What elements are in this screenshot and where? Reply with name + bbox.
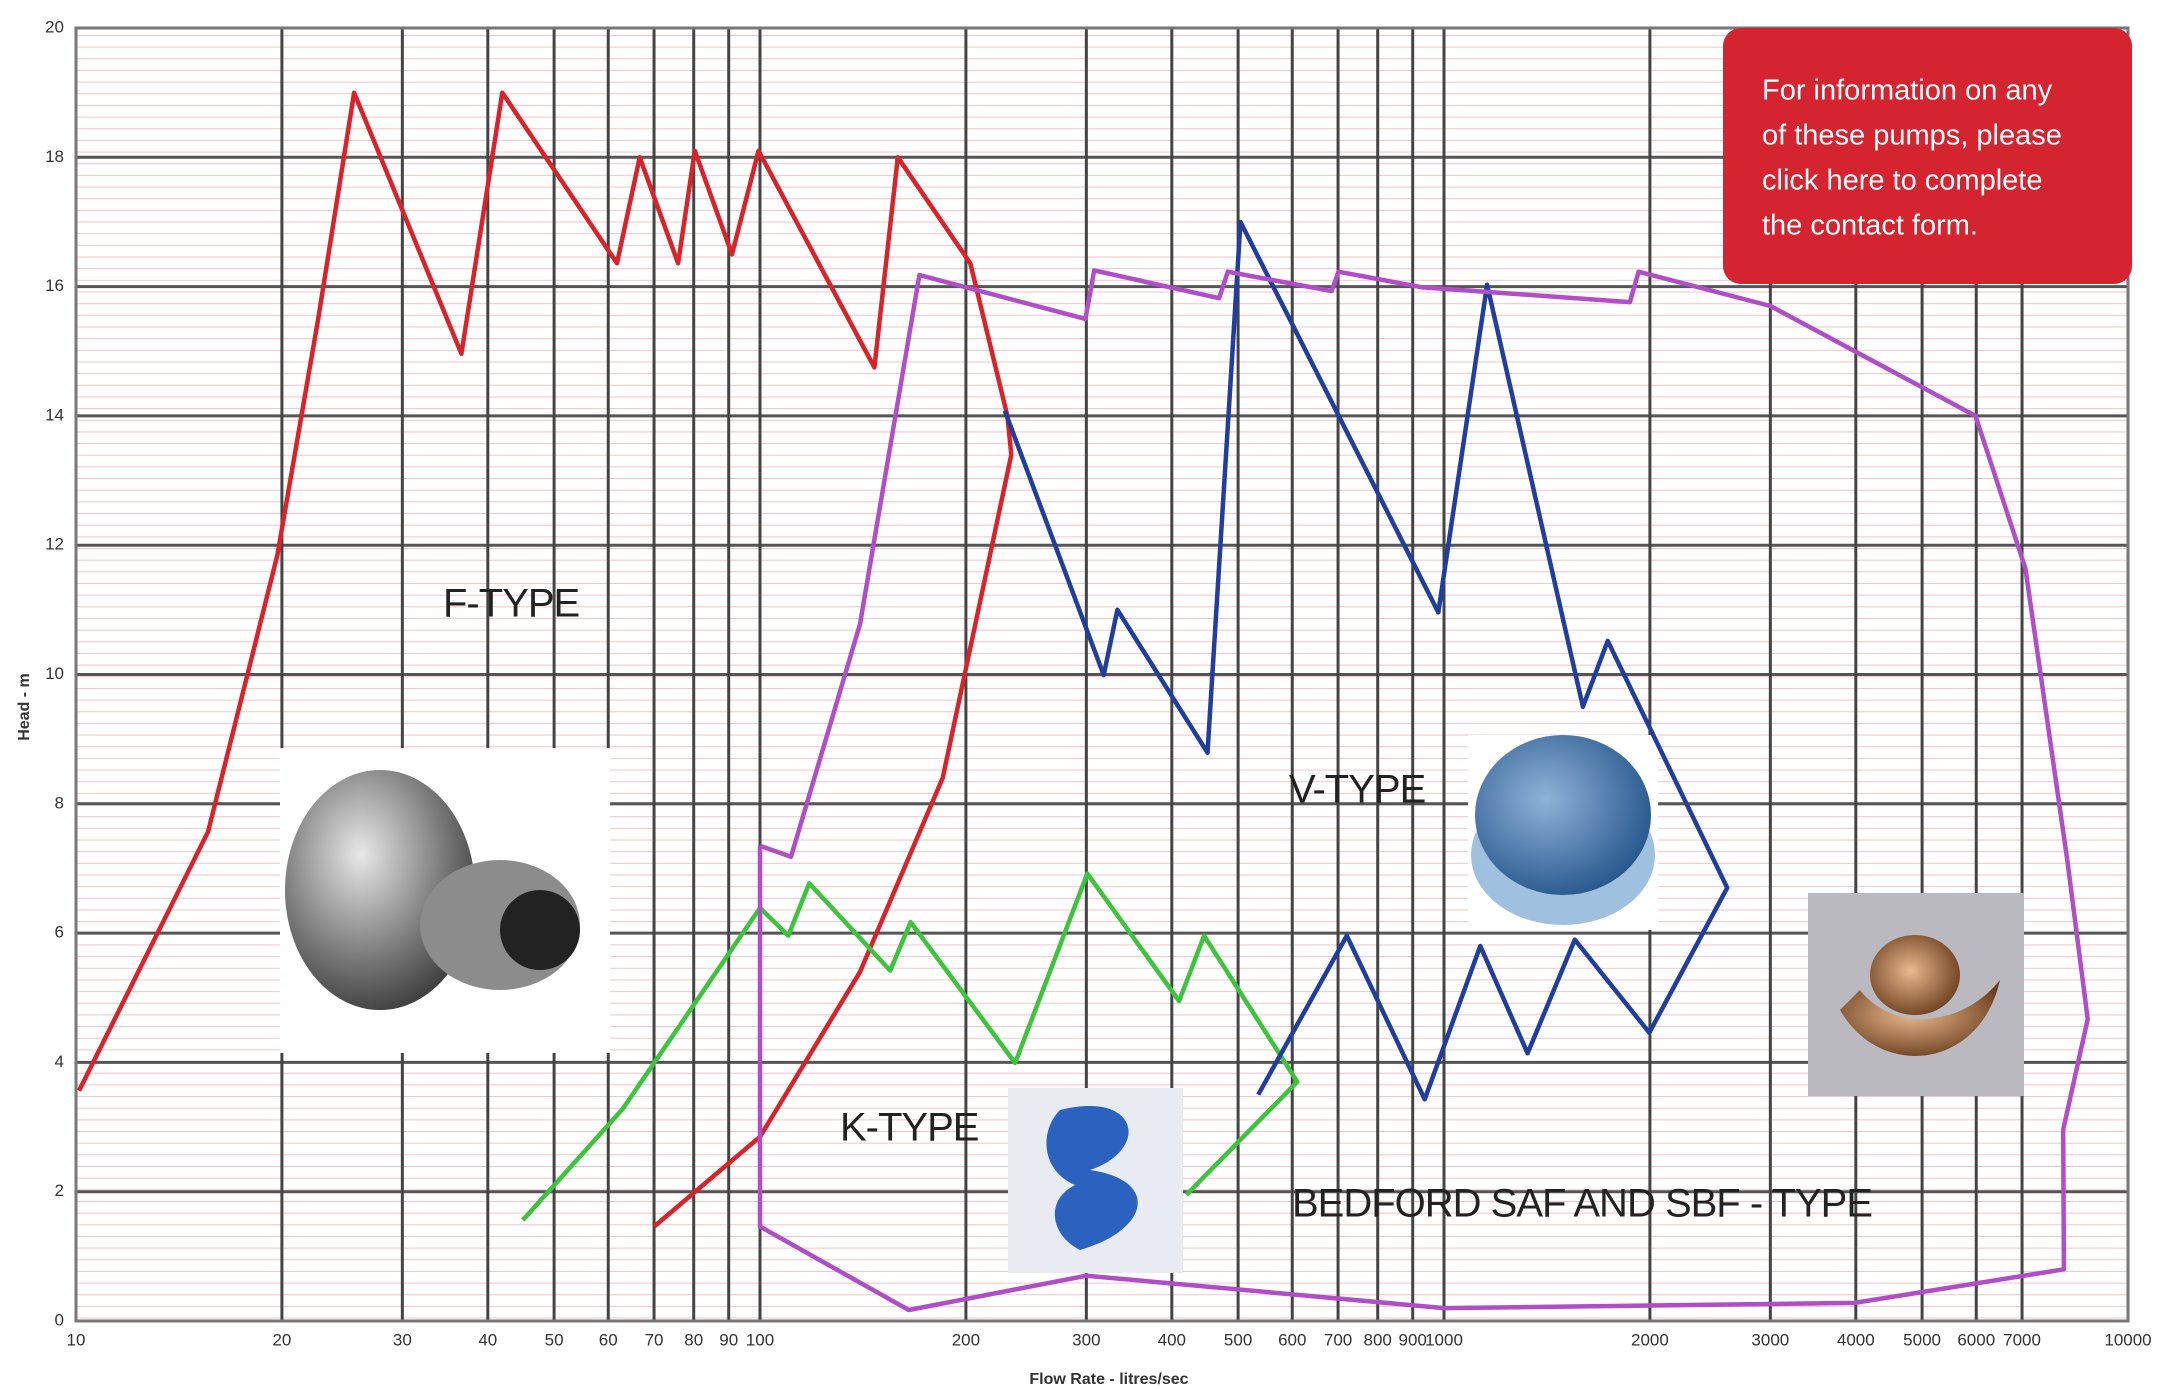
y-tick-label: 14: [45, 405, 64, 424]
y-tick-label: 0: [55, 1310, 64, 1329]
plot-frame: [74, 26, 2130, 1323]
series-label: F-TYPE: [443, 582, 579, 626]
x-tick-label: 800: [1364, 1330, 1392, 1349]
x-tick-label: 30: [393, 1330, 412, 1349]
x-tick-label: 900: [1399, 1330, 1427, 1349]
series-line: [1002, 219, 1730, 1102]
v-pump-bowl: [1475, 735, 1651, 895]
y-tick-label: 6: [55, 923, 64, 942]
x-tick-label: 200: [952, 1330, 980, 1349]
x-tick-label: 100: [746, 1330, 774, 1349]
callout-text[interactable]: For information on any: [1762, 75, 2053, 107]
y-tick-label: 18: [45, 147, 64, 166]
x-tick-label: 60: [599, 1330, 618, 1349]
y-tick-label: 20: [45, 17, 64, 36]
x-tick-label: 5000: [1903, 1330, 1941, 1349]
y-tick-label: 12: [45, 535, 64, 554]
series-line: [76, 90, 1014, 1229]
x-tick-label: 600: [1278, 1330, 1306, 1349]
callout-text[interactable]: the contact form.: [1762, 210, 1978, 242]
x-tick-label: 20: [272, 1330, 291, 1349]
x-tick-label: 90: [719, 1330, 738, 1349]
bedford-pump-blade: [1840, 980, 2000, 1056]
x-tick-label: 6000: [1957, 1330, 1995, 1349]
x-tick-label: 10000: [2104, 1330, 2151, 1349]
series-label: V-TYPE: [1289, 768, 1425, 812]
curves: [76, 90, 2090, 1313]
x-tick-label: 4000: [1837, 1330, 1875, 1349]
f-pump-bore: [500, 890, 580, 970]
x-tick-label: 300: [1072, 1330, 1100, 1349]
x-tick-label: 500: [1224, 1330, 1252, 1349]
x-tick-label: 1000: [1425, 1330, 1463, 1349]
x-tick-label: 700: [1324, 1330, 1352, 1349]
y-axis-label: Head - m: [16, 673, 33, 741]
callout-text[interactable]: of these pumps, please: [1762, 120, 2062, 152]
x-tick-label: 2000: [1631, 1330, 1669, 1349]
x-tick-label: 400: [1158, 1330, 1186, 1349]
x-tick-label: 7000: [2003, 1330, 2041, 1349]
callout-text[interactable]: click here to complete: [1762, 165, 2042, 197]
series-label: K-TYPE: [840, 1106, 978, 1150]
x-tick-label: 40: [478, 1330, 497, 1349]
callout-box[interactable]: [1723, 28, 2132, 284]
bedford-pump-hub: [1870, 935, 1960, 1015]
x-axis-label: Flow Rate - litres/sec: [1029, 1371, 1188, 1388]
y-tick-label: 4: [55, 1052, 64, 1071]
pump-images: [280, 735, 2024, 1273]
k-pump-screw: [1046, 1105, 1138, 1250]
y-tick-label: 16: [45, 276, 64, 295]
y-tick-label: 10: [45, 664, 64, 683]
series-line: [757, 268, 2090, 1313]
x-tick-label: 70: [645, 1330, 664, 1349]
x-tick-label: 50: [545, 1330, 564, 1349]
x-tick-label: 3000: [1751, 1330, 1789, 1349]
x-tick-label: 10: [67, 1330, 86, 1349]
series-label: BEDFORD SAF AND SBF - TYPE: [1292, 1182, 1872, 1226]
y-tick-label: 8: [55, 793, 64, 812]
y-tick-label: 2: [55, 1181, 64, 1200]
x-tick-label: 80: [684, 1330, 703, 1349]
